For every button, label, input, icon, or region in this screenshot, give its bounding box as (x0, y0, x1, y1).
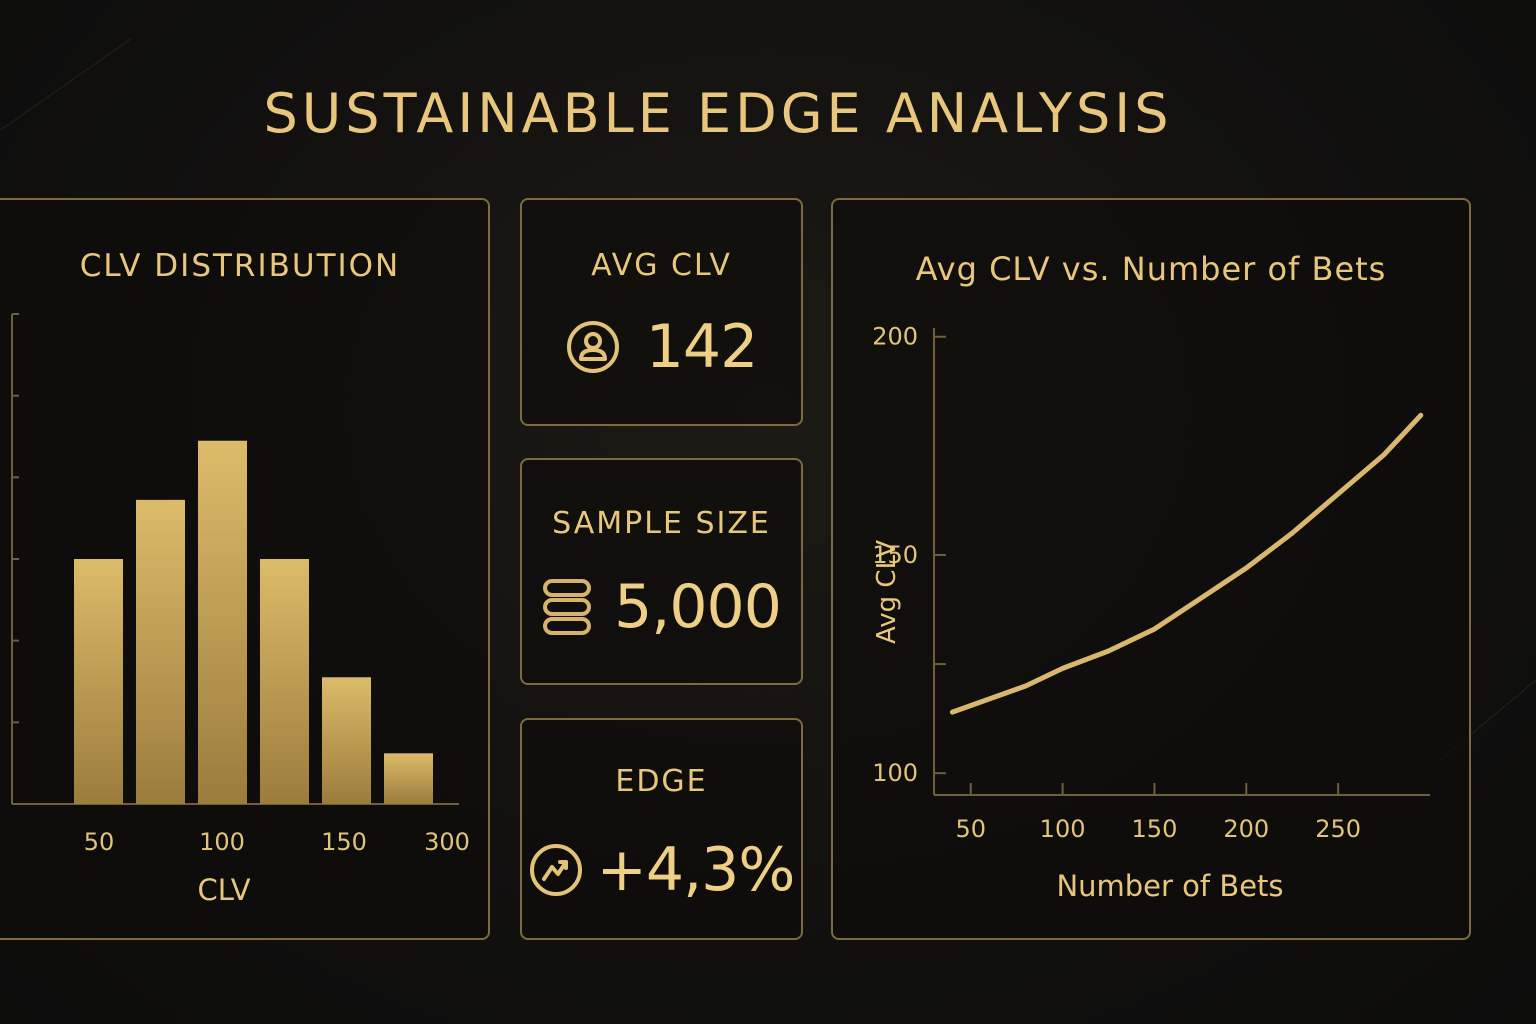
x-tick-label: 200 (1223, 815, 1269, 843)
stat-value-edge: +4,3% (596, 835, 796, 905)
stat-value-sample-size: 5,000 (614, 572, 782, 642)
line-chart: 100 150 200 50 100 150 200 250 Number of Bets Avg… (872, 323, 1430, 903)
histogram-bar (136, 499, 185, 804)
y-tick-label: 150 (872, 541, 918, 569)
stat-card-avg-clv: AVG CLV 142 (520, 198, 803, 426)
x-tick-label: 150 (321, 828, 367, 856)
stat-label-avg-clv: AVG CLV (591, 248, 732, 283)
x-axis-label: CLV (197, 873, 250, 907)
x-tick-label: 250 (1315, 815, 1361, 843)
x-tick-label: 50 (955, 815, 986, 843)
line-chart-title: Avg CLV vs. Number of Bets (915, 250, 1387, 288)
y-axis-label: Avg CLV (872, 540, 902, 644)
avg-clv-line-panel: Avg CLV vs. Number of Bets 100 150 200 50 10… (831, 198, 1471, 940)
x-axis-label: Number of Bets (1056, 869, 1283, 903)
user-icon (566, 321, 619, 373)
histogram-title: CLV DISTRIBUTION (79, 248, 401, 284)
histogram-bar (384, 753, 433, 804)
histogram-bar (198, 440, 247, 804)
trend-arrow-icon (529, 844, 582, 896)
histogram-bar (74, 559, 123, 804)
series-line (949, 412, 1424, 715)
coin-stack-icon (543, 579, 592, 635)
y-tick-label: 100 (872, 759, 918, 787)
clv-distribution-panel: CLV DISTRIBUTION 50 100 150 300 CLV (0, 198, 490, 940)
x-tick-label: 100 (1040, 815, 1086, 843)
histogram-bar (260, 559, 309, 804)
stat-label-edge: EDGE (615, 764, 708, 799)
stat-label-sample-size: SAMPLE SIZE (552, 506, 771, 541)
x-tick-label: 150 (1132, 815, 1178, 843)
x-tick-label: 50 (84, 828, 115, 856)
page-title: SUSTAINABLE EDGE ANALYSIS (263, 82, 1173, 145)
stat-card-edge: EDGE +4,3% (520, 718, 803, 940)
stat-card-sample-size: SAMPLE SIZE 5,000 (520, 458, 803, 685)
stat-value-avg-clv: 142 (645, 312, 759, 382)
histogram-chart: 50 100 150 300 CLV (11, 313, 470, 907)
x-tick-label: 300 (424, 828, 470, 856)
y-tick-label: 200 (872, 323, 918, 351)
histogram-bar (322, 677, 371, 804)
x-tick-label: 100 (199, 828, 245, 856)
